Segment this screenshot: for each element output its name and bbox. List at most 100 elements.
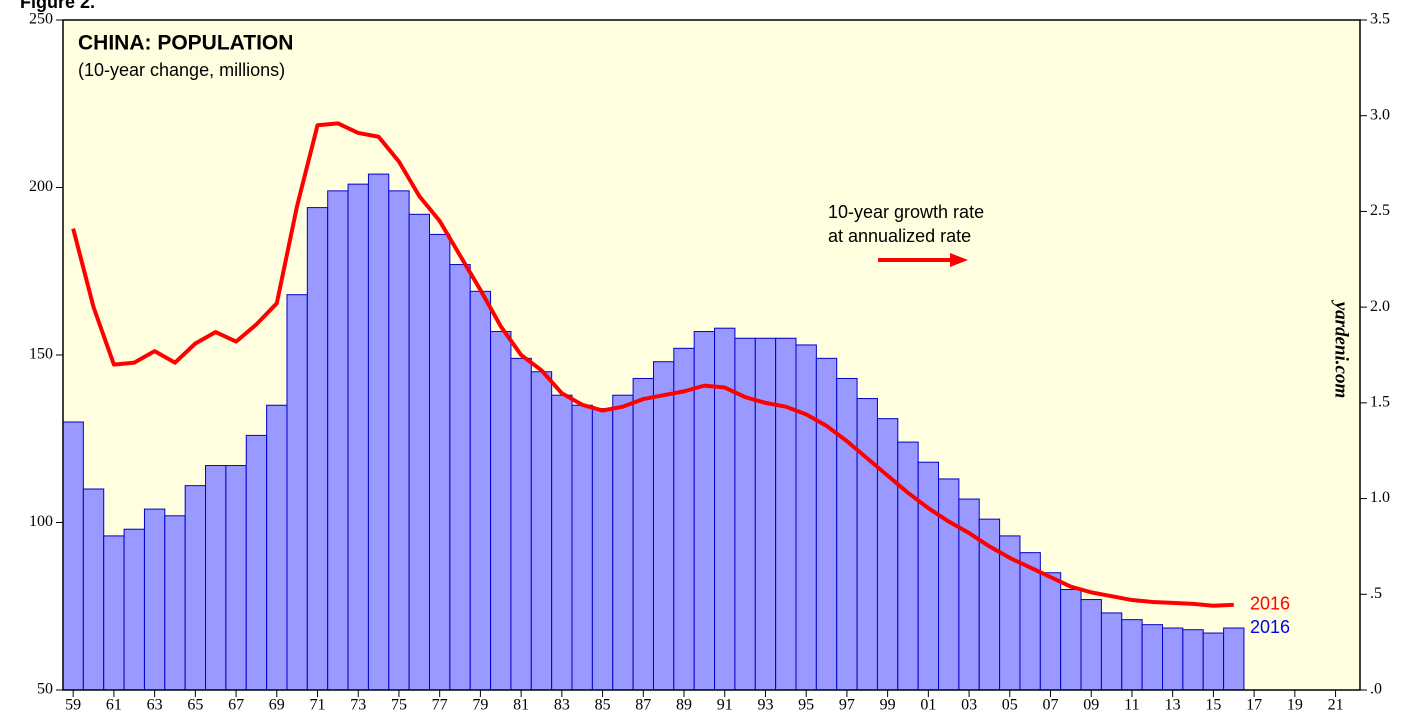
annotation: 10-year growth rate (828, 202, 984, 222)
bar (734, 337, 756, 691)
y2-tick-label: 3.0 (1370, 106, 1390, 123)
x-tick-label: 83 (554, 697, 570, 714)
x-tick-label: 81 (513, 697, 529, 714)
figure-label: Figure 2. (20, 0, 95, 12)
bar (164, 515, 186, 691)
x-tick-label: 97 (839, 697, 855, 714)
bar (184, 485, 207, 691)
y2-tick-label: .5 (1370, 585, 1382, 602)
x-tick-label: 13 (1165, 697, 1181, 714)
y-tick-label: 200 (29, 178, 53, 195)
x-tick-label: 21 (1328, 697, 1344, 714)
bar (62, 421, 84, 691)
x-tick-label: 03 (961, 697, 977, 714)
bar (856, 398, 878, 691)
x-tick-label: 01 (920, 697, 936, 714)
x-tick-label: 59 (65, 697, 81, 714)
bar (1121, 619, 1143, 691)
bar (306, 207, 329, 691)
bar (632, 377, 654, 691)
bar (876, 418, 899, 691)
y-tick-label: 250 (29, 11, 53, 28)
x-tick-label: 17 (1246, 697, 1262, 714)
line (71, 121, 1234, 608)
y-tick-label: 50 (37, 681, 53, 698)
x-tick-label: 93 (757, 697, 773, 714)
end-label: 2016 (1250, 594, 1290, 614)
bar (266, 404, 288, 691)
bar (754, 337, 777, 691)
bar (225, 465, 247, 691)
x-tick-label: 87 (635, 697, 651, 714)
bar (775, 337, 797, 691)
y2-tick-label: 2.0 (1370, 298, 1390, 315)
annotation-arrowhead (950, 253, 968, 267)
bar (1100, 612, 1123, 691)
bar (143, 508, 166, 691)
bar (449, 264, 471, 691)
end-label: 2016 (1250, 617, 1290, 637)
bar (591, 408, 614, 691)
bar (1141, 624, 1163, 691)
x-tick-label: 89 (676, 697, 692, 714)
bar (1161, 627, 1184, 691)
y2-tick-label: 2.5 (1370, 202, 1390, 219)
x-tick-label: 95 (798, 697, 814, 714)
x-tick-label: 79 (472, 697, 488, 714)
bar (673, 347, 695, 691)
bar (123, 528, 145, 691)
x-tick-label: 91 (717, 697, 733, 714)
bar (530, 371, 553, 691)
x-tick-label: 77 (432, 697, 448, 714)
x-tick-label: 65 (187, 697, 203, 714)
x-tick-label: 75 (391, 697, 407, 714)
y-tick-label: 100 (29, 513, 53, 530)
x-tick-label: 09 (1083, 697, 1099, 714)
bar (917, 461, 940, 691)
bar (897, 441, 919, 691)
bar (551, 394, 573, 691)
bar (1080, 599, 1102, 691)
bar (367, 173, 390, 691)
bar (82, 488, 105, 691)
bar (571, 404, 593, 691)
bar (1019, 552, 1041, 691)
x-tick-label: 63 (147, 697, 163, 714)
watermark: yardeni.com (1331, 300, 1352, 399)
bar (510, 357, 532, 691)
bar (286, 294, 308, 691)
bar (245, 434, 268, 691)
bar (815, 357, 838, 691)
y2-tick-label: 3.5 (1370, 11, 1390, 28)
bar (652, 361, 675, 691)
bar (1182, 629, 1204, 691)
x-tick-label: 15 (1205, 697, 1221, 714)
x-tick-label: 69 (269, 697, 285, 714)
chart-title: CHINA: POPULATION (78, 32, 293, 55)
y2-tick-label: .0 (1370, 681, 1382, 698)
bar (1060, 589, 1082, 691)
x-tick-label: 99 (880, 697, 896, 714)
bar (1039, 572, 1062, 691)
x-tick-label: 61 (106, 697, 122, 714)
bar (714, 327, 736, 691)
bar (388, 190, 410, 691)
bar (103, 535, 125, 691)
x-tick-label: 11 (1124, 697, 1139, 714)
bar (938, 478, 960, 691)
bar (795, 344, 817, 691)
bar (327, 190, 349, 691)
bar (1202, 632, 1225, 691)
chart-subtitle: (10-year change, millions) (78, 60, 285, 80)
bar (469, 290, 492, 691)
bar (612, 394, 634, 691)
y2-tick-label: 1.5 (1370, 394, 1390, 411)
bar (490, 331, 512, 691)
y-tick-label: 150 (29, 346, 53, 363)
x-tick-label: 73 (350, 697, 366, 714)
x-tick-label: 71 (310, 697, 326, 714)
bar (1223, 627, 1245, 691)
x-tick-label: 85 (595, 697, 611, 714)
bar (205, 465, 227, 691)
